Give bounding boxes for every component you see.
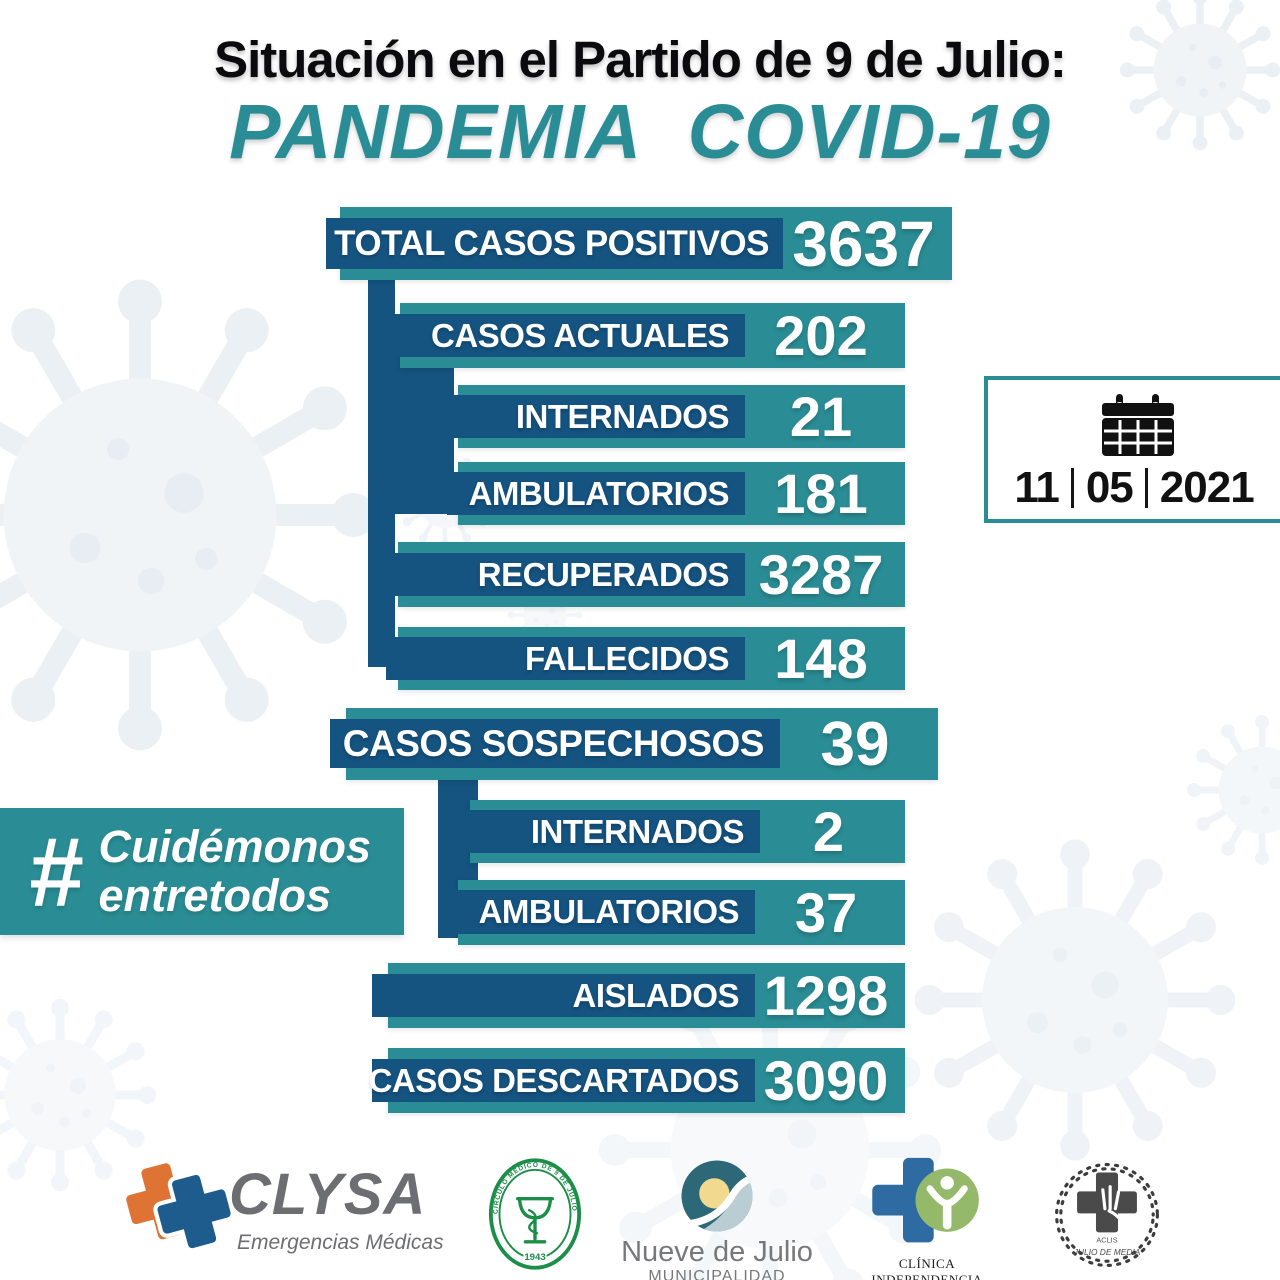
municipalidad-seal-icon xyxy=(681,1160,753,1232)
chain-emblem-icon: ACLIS JULIO DE MEDIA xyxy=(1055,1163,1159,1267)
stat-label-bar: TOTAL CASOS POSITIVOS xyxy=(326,218,783,269)
date-separator xyxy=(1144,468,1148,508)
stat-value: 3090 xyxy=(763,1049,889,1112)
hashtag-symbol: # xyxy=(28,816,83,927)
stat-value: 39 xyxy=(820,709,890,779)
stat-label: AMBULATORIOS xyxy=(468,474,730,512)
circulo-year: 1943 xyxy=(524,1252,545,1263)
stat-label: AMBULATORIOS xyxy=(478,893,740,930)
stat-value: 2 xyxy=(812,800,845,863)
stat-row-ambulatorios: AMBULATORIOS 181 xyxy=(447,462,905,525)
stat-value: 181 xyxy=(774,462,868,525)
emblem-line1: ACLIS xyxy=(1096,1235,1117,1244)
circulo-medico-emblem-icon: CIRCULO MEDICO DE 9 DE JULIO 1943 xyxy=(488,1158,582,1270)
hashtag-line1: Cuidémonos xyxy=(98,820,372,872)
date-separator xyxy=(1070,468,1074,508)
stat-label-bar: AMBULATORIOS xyxy=(447,890,755,934)
stat-label-bar: AISLADOS xyxy=(372,974,755,1017)
stat-label: CASOS DESCARTADOS xyxy=(368,1061,740,1099)
stat-row-casos-sospechosos: CASOS SOSPECHOSOS 39 xyxy=(330,708,938,780)
stat-label: AISLADOS xyxy=(572,976,739,1014)
hashtag-line2: entretodos xyxy=(98,869,332,921)
stat-value: 21 xyxy=(789,385,853,448)
clysa-name: CLYSA xyxy=(229,1162,427,1227)
stat-label-bar: CASOS SOSPECHOSOS xyxy=(330,719,780,768)
stat-row-fallecidos: FALLECIDOS 148 xyxy=(386,627,905,690)
stat-row-casos-actuales: CASOS ACTUALES 202 xyxy=(390,303,905,368)
municipalidad-subtitle: MUNICIPALIDAD xyxy=(648,1268,786,1280)
stat-label: CASOS ACTUALES xyxy=(431,316,729,354)
page-title: Situación en el Partido de 9 de Julio: xyxy=(214,31,1067,88)
stat-label: CASOS SOSPECHOSOS xyxy=(342,722,765,764)
stat-label-bar: INTERNADOS xyxy=(460,810,760,853)
date-year: 2021 xyxy=(1159,463,1255,512)
clinica-independencia-name: CLÍNICA INDEPENDENCIA xyxy=(871,1256,983,1280)
stat-label: FALLECIDOS xyxy=(524,639,730,677)
virus-icon xyxy=(0,280,375,751)
clysa-cross-icon xyxy=(126,1163,235,1253)
date-month: 05 xyxy=(1085,463,1134,512)
stat-row-casos-descartados: CASOS DESCARTADOS 3090 xyxy=(369,1048,905,1113)
calendar-icon xyxy=(1102,394,1174,456)
emblem-line2: JULIO DE MEDIA xyxy=(1073,1247,1141,1257)
stat-row-ambulatorios-sospechosos: AMBULATORIOS 37 xyxy=(447,880,905,945)
stat-label-bar: CASOS DESCARTADOS xyxy=(368,1059,755,1102)
clysa-logo: CLYSA Emergencias Médicas xyxy=(125,1155,445,1275)
municipalidad-logo: Nueve de Julio MUNICIPALIDAD xyxy=(612,1156,822,1280)
stat-value: 37 xyxy=(794,881,858,944)
municipalidad-name: Nueve de Julio xyxy=(621,1236,813,1268)
stat-label: RECUPERADOS xyxy=(477,555,730,593)
stat-value: 3287 xyxy=(758,543,884,606)
clinica-independencia-icon xyxy=(872,1157,979,1243)
stat-label-bar: AMBULATORIOS xyxy=(447,472,745,515)
virus-icon xyxy=(915,840,1236,1161)
connector-actuales-branch xyxy=(390,352,454,514)
stat-label: INTERNADOS xyxy=(530,812,745,850)
chain-emblem-logo: ACLIS JULIO DE MEDIA xyxy=(1042,1152,1172,1278)
stat-row-internados-sospechosos: INTERNADOS 2 xyxy=(460,800,905,863)
stat-row-aislados: AISLADOS 1298 xyxy=(372,963,905,1028)
stat-row-total-casos-positivos: TOTAL CASOS POSITIVOS 3637 xyxy=(326,207,952,280)
stat-value: 148 xyxy=(774,627,868,690)
stat-label-bar: CASOS ACTUALES xyxy=(390,314,745,357)
date-day: 11 xyxy=(1014,463,1060,512)
stat-label: INTERNADOS xyxy=(515,397,730,435)
stat-row-recuperados: RECUPERADOS 3287 xyxy=(386,542,905,607)
stat-label-bar: FALLECIDOS xyxy=(386,637,745,680)
stat-label-bar: RECUPERADOS xyxy=(386,553,745,596)
stat-value: 3637 xyxy=(792,207,935,280)
clysa-tagline: Emergencias Médicas xyxy=(237,1231,444,1254)
report-date: 11 05 2021 xyxy=(988,462,1280,514)
hashtag-banner: # Cuidémonos entretodos xyxy=(0,808,404,935)
stat-value: 202 xyxy=(774,304,868,367)
stat-row-internados: INTERNADOS 21 xyxy=(447,385,905,448)
stat-label-bar: INTERNADOS xyxy=(447,395,745,438)
page-subtitle: PANDEMIA COVID-19 xyxy=(229,89,1051,175)
stat-label: TOTAL CASOS POSITIVOS xyxy=(334,223,769,263)
report-date-box: 11 05 2021 xyxy=(984,376,1280,523)
clinica-independencia-logo: CLÍNICA INDEPENDENCIA xyxy=(852,1156,1002,1280)
virus-icon xyxy=(1187,715,1280,865)
stat-value: 1298 xyxy=(763,964,889,1027)
circulo-medico-logo: CIRCULO MEDICO DE 9 DE JULIO 1943 xyxy=(487,1156,583,1272)
